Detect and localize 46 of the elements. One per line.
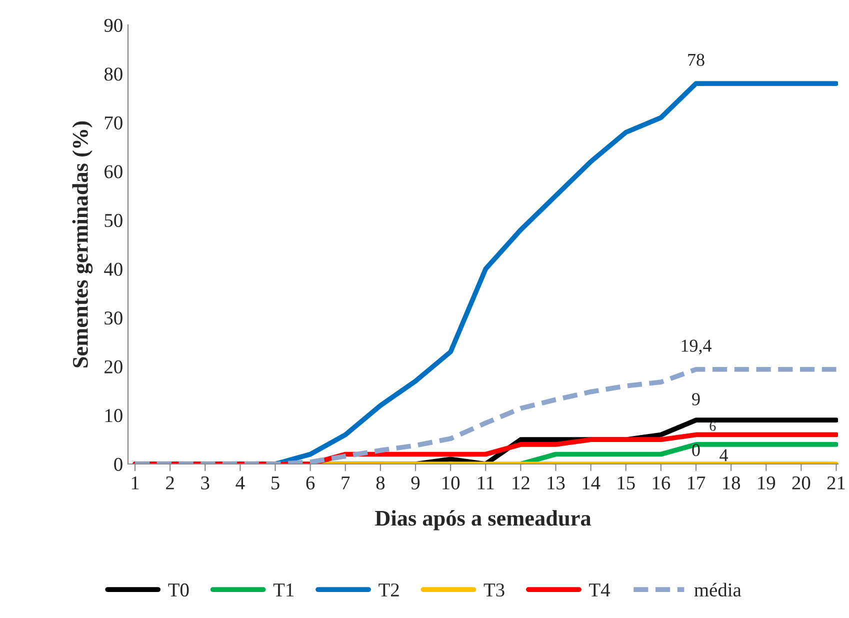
- x-tick-label: 3: [201, 476, 210, 490]
- y-tick-label: 30: [104, 311, 122, 325]
- x-tick-label: 12: [512, 476, 530, 490]
- annotation: 19,4: [682, 340, 712, 354]
- x-tick-label: 8: [376, 476, 385, 490]
- y-tick-label: 60: [104, 165, 122, 178]
- x-tick-label: 6: [306, 476, 315, 490]
- y-tick-label: 0: [114, 458, 122, 471]
- x-tick-label: 20: [792, 476, 810, 490]
- x-tick-label: 21: [827, 476, 845, 490]
- y-tick-label: 10: [105, 409, 122, 422]
- y-tick-label: 20: [104, 360, 122, 374]
- legend-label: média: [694, 582, 742, 597]
- x-tick-label: 14: [582, 476, 600, 490]
- y-axis-title: Sementes germinadas (%): [72, 121, 93, 368]
- x-tick-label: 15: [618, 476, 635, 490]
- annotation: 4: [720, 449, 728, 462]
- x-tick-label: 4: [236, 476, 245, 490]
- line-series: [132, 432, 838, 464]
- annotation: 6: [710, 422, 716, 431]
- annotation: 9: [692, 393, 700, 406]
- x-tick-label: 2: [166, 476, 174, 490]
- legend-label: T0: [168, 583, 189, 597]
- y-tick-label: 70: [104, 116, 122, 130]
- x-tick-label: 10: [442, 476, 460, 490]
- x-tick-label: 9: [411, 476, 420, 490]
- x-axis-title: Dias após a semeadura: [375, 510, 591, 530]
- y-tick-label: 80: [104, 68, 122, 81]
- x-tick-label: 16: [652, 476, 670, 490]
- x-tick-label: 19: [758, 476, 776, 490]
- x-tick-label: 1: [132, 476, 139, 490]
- x-tick-label: 17: [688, 476, 706, 490]
- y-tick-label: 50: [104, 214, 122, 228]
- y-tick-label: 40: [104, 262, 122, 276]
- legend-label: T4: [589, 584, 610, 596]
- legend-label: T2: [378, 583, 399, 596]
- x-tick-label: 18: [723, 476, 740, 490]
- x-tick-label: 7: [342, 476, 350, 490]
- y-tick-label: 90: [104, 18, 122, 32]
- x-tick-label: 5: [272, 476, 280, 490]
- annotation: 0: [692, 444, 700, 456]
- legend-label: T1: [273, 584, 294, 596]
- x-tick-label: 13: [548, 476, 565, 490]
- legend-label: T3: [484, 583, 504, 597]
- x-tick-label: 11: [478, 476, 494, 490]
- annotation: 78: [688, 54, 704, 66]
